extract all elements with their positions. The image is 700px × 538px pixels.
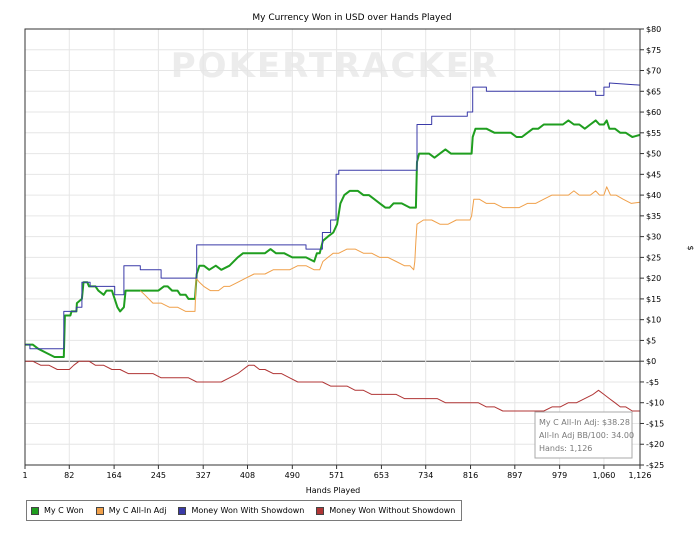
tooltip: My C All-In Adj: $38.28 All-In Adj BB/10… xyxy=(534,411,634,459)
y-tick-label: $70 xyxy=(646,67,661,76)
series-line-my-c-won[interactable] xyxy=(25,119,641,358)
legend-label: Money Won With Showdown xyxy=(191,506,305,515)
legend-swatch xyxy=(316,506,325,515)
y-tick-label: $35 xyxy=(646,212,661,221)
tooltip-line: Hands: 1,126 xyxy=(539,444,592,453)
series-line-my-c-all-in-adj[interactable] xyxy=(139,186,641,312)
y-tick-label: $75 xyxy=(646,46,661,55)
y-axis: -$25 -$20 -$15 -$10 -$5 $0 $5 $10 $15 $20 $25 $30 $3… xyxy=(640,25,664,470)
plot-frame xyxy=(24,28,641,466)
x-tick-label: 1,060 xyxy=(592,471,615,480)
legend-label: My C All-In Adj xyxy=(108,506,167,515)
x-tick-label: 653 xyxy=(374,471,389,480)
y-tick-label: -$10 xyxy=(646,399,664,408)
x-axis-label: Hands Played xyxy=(306,486,360,495)
y-tick-label: $25 xyxy=(646,253,661,262)
chart-title: My Currency Won in USD over Hands Played xyxy=(252,13,451,23)
legend-swatch xyxy=(31,506,39,515)
x-tick-label: 571 xyxy=(329,471,344,480)
legend-swatch xyxy=(178,506,187,515)
y-axis-label: $ xyxy=(686,245,695,250)
legend-item[interactable]: My C Won xyxy=(31,506,84,515)
x-tick-label: 490 xyxy=(285,471,300,480)
x-tick-label: 897 xyxy=(507,471,522,480)
y-tick-label: $55 xyxy=(646,129,661,138)
x-tick-label: 408 xyxy=(240,471,255,480)
y-tick-label: $30 xyxy=(646,233,661,242)
y-tick-label: -$20 xyxy=(646,440,664,449)
x-tick-label: 1,126 xyxy=(629,471,652,480)
legend-item[interactable]: My C All-In Adj xyxy=(95,506,167,515)
watermark-logo: POKERTRACKER xyxy=(171,46,499,86)
y-tick-label: -$25 xyxy=(646,461,664,470)
y-tick-label: $10 xyxy=(646,316,661,325)
legend-item[interactable]: Money Won With Showdown xyxy=(178,506,304,515)
legend-swatch xyxy=(95,506,104,515)
legend-item[interactable]: Money Won Without Showdown xyxy=(316,506,455,515)
x-tick-label: 327 xyxy=(196,471,211,480)
x-axis: 1 82 164 245 327 408 490 571 653 734 816 897 979 1,06… xyxy=(22,465,651,480)
x-tick-label: 164 xyxy=(106,471,121,480)
y-tick-label: $0 xyxy=(646,357,656,366)
y-tick-label: $60 xyxy=(646,108,661,117)
legend-label: Money Won Without Showdown xyxy=(329,506,456,515)
x-tick-label: 82 xyxy=(64,471,74,480)
legend: My C Won My C All-In Adj Money Won With … xyxy=(26,500,463,521)
x-tick-label: 245 xyxy=(151,471,166,480)
tooltip-box xyxy=(534,411,633,459)
tooltip-line: All-In Adj BB/100: 34.00 xyxy=(539,431,634,440)
y-tick-label: $20 xyxy=(646,274,661,283)
x-tick-label: 1 xyxy=(22,471,27,480)
x-tick-label: 734 xyxy=(418,471,433,480)
x-tick-label: 979 xyxy=(552,471,567,480)
x-tick-label: 816 xyxy=(463,471,478,480)
y-tick-label: $80 xyxy=(646,25,661,34)
y-tick-label: $65 xyxy=(646,87,661,96)
y-tick-label: $50 xyxy=(646,150,661,159)
series-layer xyxy=(25,82,641,412)
y-tick-label: $5 xyxy=(646,336,656,345)
y-tick-label: -$15 xyxy=(646,419,664,428)
y-tick-label: -$5 xyxy=(646,378,659,387)
legend-label: My C Won xyxy=(44,506,84,515)
y-tick-label: $40 xyxy=(646,191,661,200)
y-tick-label: $45 xyxy=(646,170,661,179)
tooltip-line: My C All-In Adj: $38.28 xyxy=(539,418,630,427)
series-line-money-won-with-showdown[interactable] xyxy=(25,82,641,350)
y-tick-label: $15 xyxy=(646,295,661,304)
series-line-money-won-without-showdown[interactable] xyxy=(25,360,640,412)
